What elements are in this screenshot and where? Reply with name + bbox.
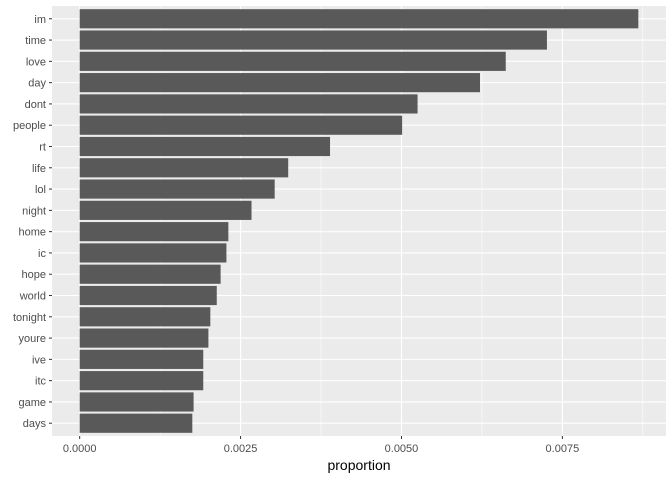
bar-hope [79, 264, 221, 284]
x-tick-label: 0.0050 [385, 443, 419, 455]
y-tick-label: time [25, 35, 46, 47]
y-tick-label: rt [39, 141, 46, 153]
bar-people [79, 115, 403, 135]
y-tick-label: lol [35, 184, 46, 196]
bar-tonight [79, 307, 211, 327]
bar-world [79, 285, 217, 306]
y-tick-label: home [18, 227, 46, 239]
bars [79, 9, 639, 433]
bar-home [79, 222, 229, 242]
y-tick-label: world [19, 291, 46, 303]
bar-day [79, 73, 480, 93]
y-tick-label: im [34, 14, 46, 26]
x-tick-label: 0.0025 [224, 443, 258, 455]
bar-dont [79, 94, 418, 114]
bar-im [79, 9, 639, 29]
x-tick-label: 0.0000 [63, 443, 97, 455]
bar-lol [79, 179, 275, 199]
bar-night [79, 200, 252, 220]
y-tick-label: tonight [13, 312, 46, 324]
y-tick-label: ic [38, 248, 46, 260]
bar-game [79, 392, 194, 412]
x-axis-ticks: 0.0000 0.0025 0.0050 0.0075 [63, 436, 579, 455]
y-tick-label: hope [22, 269, 46, 281]
y-tick-label: itc [35, 376, 47, 388]
bar-youre [79, 328, 209, 348]
y-tick-label: day [28, 78, 46, 90]
bar-love [79, 51, 506, 71]
bar-life [79, 158, 289, 178]
y-tick-label: life [32, 163, 46, 175]
bar-days [79, 413, 193, 433]
bar-ic [79, 243, 227, 263]
bar-itc [79, 371, 204, 391]
y-tick-label: dont [25, 99, 46, 111]
y-axis-ticks: im time love day dont people rt life lol night hom… [13, 14, 52, 430]
x-tick-label: 0.0075 [546, 443, 580, 455]
y-tick-label: people [13, 120, 46, 132]
bar-rt [79, 136, 331, 157]
bar-ive [79, 349, 204, 369]
y-tick-label: love [26, 56, 46, 68]
y-tick-label: ive [32, 354, 46, 366]
y-tick-label: night [22, 205, 46, 217]
y-tick-label: days [23, 418, 47, 430]
y-tick-label: game [18, 397, 46, 409]
bar-time [79, 30, 547, 50]
x-axis-title: proportion [327, 457, 390, 473]
y-tick-label: youre [18, 333, 46, 345]
